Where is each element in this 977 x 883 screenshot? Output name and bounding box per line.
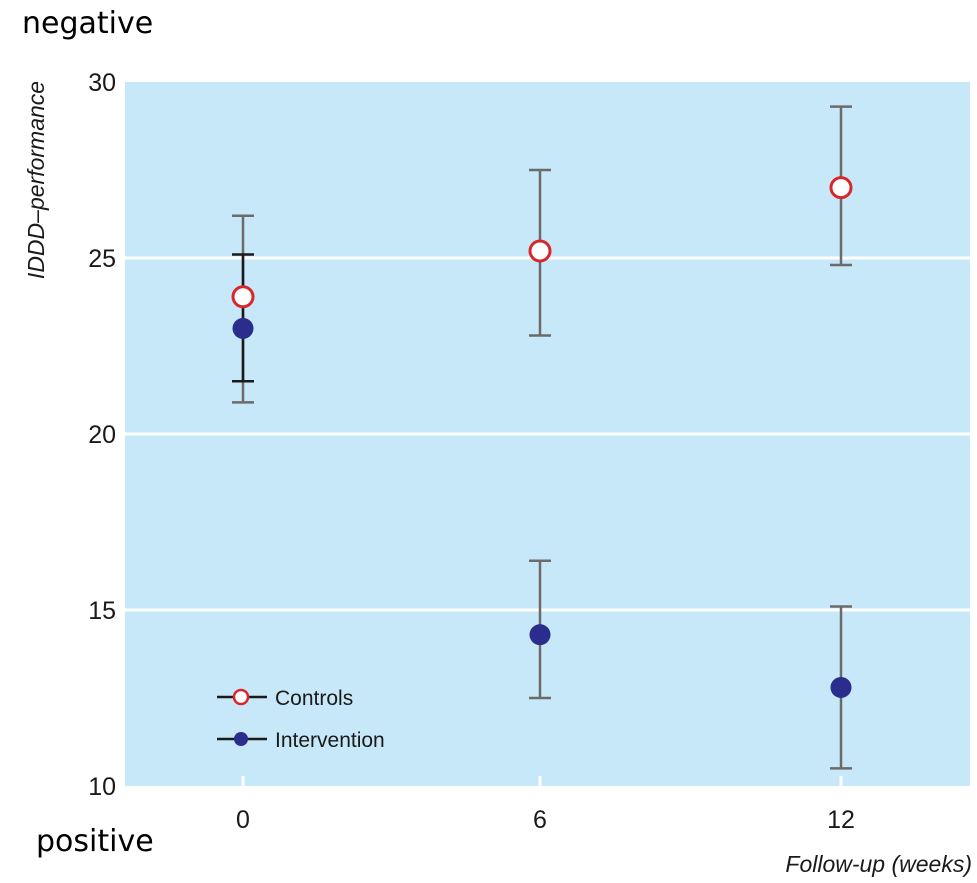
x-tick-label: 12	[827, 806, 855, 834]
data-point	[829, 176, 853, 200]
data-point	[529, 624, 551, 646]
y-axis-title: IDDD–performance	[23, 81, 49, 279]
x-axis: 0 6 12	[236, 776, 855, 834]
y-tick-label: 15	[88, 597, 116, 625]
legend-label: Intervention	[275, 729, 385, 752]
annotation-positive: positive	[36, 824, 154, 859]
y-tick-label: 30	[88, 69, 116, 97]
data-point	[231, 285, 255, 309]
x-axis-title: Follow-up (weeks)	[785, 851, 972, 877]
series-layer	[231, 105, 853, 770]
y-tick-label: 25	[88, 245, 116, 273]
annotation-negative: negative	[22, 6, 154, 41]
markers-controls	[231, 176, 853, 309]
data-point	[528, 239, 552, 263]
legend-marker	[234, 732, 248, 746]
data-point	[232, 317, 254, 339]
y-tick-label: 20	[88, 421, 116, 449]
legend: Controls Intervention	[217, 687, 385, 752]
markers-intervention	[232, 317, 852, 698]
data-point	[830, 676, 852, 698]
legend-marker	[232, 688, 250, 706]
x-tick-label: 6	[533, 806, 547, 834]
legend-label: Controls	[275, 687, 353, 710]
y-tick-label: 10	[88, 773, 116, 801]
y-axis: 10 15 20 25 30	[88, 69, 116, 801]
x-tick-label: 0	[236, 806, 250, 834]
